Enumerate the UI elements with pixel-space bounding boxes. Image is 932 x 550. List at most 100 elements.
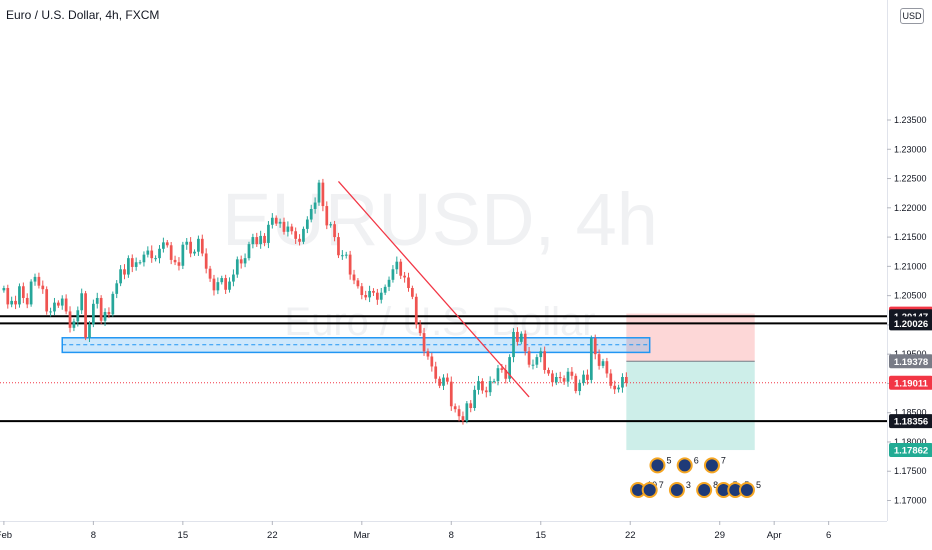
candle[interactable] bbox=[570, 367, 574, 380]
candle[interactable] bbox=[88, 321, 91, 342]
candle[interactable] bbox=[154, 255, 157, 262]
candle[interactable] bbox=[111, 291, 115, 317]
candle[interactable] bbox=[302, 226, 305, 245]
candle[interactable] bbox=[430, 352, 434, 372]
candle[interactable] bbox=[547, 367, 550, 376]
candle[interactable] bbox=[395, 256, 399, 274]
economic-event-icon[interactable]: 5 bbox=[738, 480, 761, 498]
candle[interactable] bbox=[134, 257, 138, 271]
candle[interactable] bbox=[605, 357, 609, 378]
candle[interactable] bbox=[488, 376, 492, 396]
candle[interactable] bbox=[119, 265, 122, 287]
candle[interactable] bbox=[60, 295, 64, 310]
candle[interactable] bbox=[321, 178, 325, 212]
candle[interactable] bbox=[376, 288, 379, 305]
candle[interactable] bbox=[169, 242, 173, 265]
candle[interactable] bbox=[562, 375, 566, 385]
candle[interactable] bbox=[348, 250, 352, 280]
candle[interactable] bbox=[197, 235, 200, 256]
candle[interactable] bbox=[146, 246, 150, 258]
candle[interactable] bbox=[403, 271, 406, 283]
candle[interactable] bbox=[453, 403, 457, 413]
candle[interactable] bbox=[360, 282, 364, 300]
candle[interactable] bbox=[601, 358, 605, 369]
candle[interactable] bbox=[344, 251, 348, 259]
candle[interactable] bbox=[356, 278, 360, 289]
candle[interactable] bbox=[177, 257, 181, 271]
candle[interactable] bbox=[461, 411, 465, 425]
candle[interactable] bbox=[391, 265, 395, 283]
candle[interactable] bbox=[267, 221, 270, 249]
candle[interactable] bbox=[123, 264, 126, 280]
candle[interactable] bbox=[162, 237, 165, 253]
candle[interactable] bbox=[95, 292, 99, 309]
candle[interactable] bbox=[263, 233, 266, 247]
candle[interactable] bbox=[333, 220, 336, 242]
candle[interactable] bbox=[165, 240, 169, 248]
candle[interactable] bbox=[574, 373, 578, 394]
candle[interactable] bbox=[255, 232, 259, 247]
candle[interactable] bbox=[239, 255, 243, 269]
candle[interactable] bbox=[84, 290, 87, 341]
candle[interactable] bbox=[25, 293, 29, 309]
candle[interactable] bbox=[193, 249, 196, 256]
candle[interactable] bbox=[551, 370, 554, 387]
candle[interactable] bbox=[516, 327, 519, 346]
economic-event-icon[interactable]: 8 bbox=[696, 480, 718, 498]
candle[interactable] bbox=[422, 327, 426, 356]
candle[interactable] bbox=[449, 376, 453, 411]
candle[interactable] bbox=[589, 335, 593, 384]
candle[interactable] bbox=[578, 379, 582, 396]
candle[interactable] bbox=[14, 295, 17, 310]
candle[interactable] bbox=[142, 251, 146, 267]
candle[interactable] bbox=[368, 285, 371, 303]
candle[interactable] bbox=[92, 299, 95, 328]
candle[interactable] bbox=[6, 284, 10, 309]
candle[interactable] bbox=[411, 285, 414, 300]
candle[interactable] bbox=[481, 378, 484, 394]
candle[interactable] bbox=[282, 217, 286, 235]
candle[interactable] bbox=[181, 241, 185, 270]
candle[interactable] bbox=[286, 221, 290, 237]
candle[interactable] bbox=[496, 364, 500, 386]
candle[interactable] bbox=[185, 238, 189, 250]
candle[interactable] bbox=[558, 371, 562, 383]
candle[interactable] bbox=[64, 294, 68, 315]
candle[interactable] bbox=[200, 234, 204, 257]
candle[interactable] bbox=[523, 330, 527, 356]
candle[interactable] bbox=[107, 307, 111, 319]
candle[interactable] bbox=[446, 373, 449, 385]
candle[interactable] bbox=[150, 245, 154, 263]
candle[interactable] bbox=[80, 288, 84, 315]
candle[interactable] bbox=[204, 248, 208, 274]
candle[interactable] bbox=[621, 373, 624, 393]
candle[interactable] bbox=[33, 273, 37, 286]
candle[interactable] bbox=[473, 385, 476, 411]
candle[interactable] bbox=[438, 376, 441, 389]
candle[interactable] bbox=[554, 372, 558, 386]
economic-event-icon[interactable]: 5 bbox=[649, 455, 671, 474]
candle[interactable] bbox=[49, 307, 52, 317]
candle[interactable] bbox=[609, 369, 613, 389]
candle[interactable] bbox=[224, 274, 228, 294]
candle[interactable] bbox=[68, 306, 72, 333]
candle[interactable] bbox=[99, 295, 103, 325]
candle[interactable] bbox=[469, 400, 473, 413]
candle[interactable] bbox=[305, 216, 309, 234]
candle[interactable] bbox=[504, 364, 508, 384]
candle[interactable] bbox=[247, 241, 251, 261]
candle[interactable] bbox=[317, 179, 321, 206]
candle[interactable] bbox=[597, 349, 601, 370]
candle[interactable] bbox=[539, 347, 543, 363]
candle[interactable] bbox=[103, 308, 107, 326]
candle[interactable] bbox=[566, 367, 570, 387]
candle[interactable] bbox=[535, 354, 539, 368]
candle[interactable] bbox=[37, 272, 41, 289]
candle[interactable] bbox=[298, 234, 301, 246]
candle[interactable] bbox=[399, 258, 403, 279]
candle[interactable] bbox=[76, 306, 80, 327]
candle[interactable] bbox=[484, 386, 488, 398]
candle[interactable] bbox=[290, 223, 294, 235]
candle[interactable] bbox=[352, 269, 356, 285]
